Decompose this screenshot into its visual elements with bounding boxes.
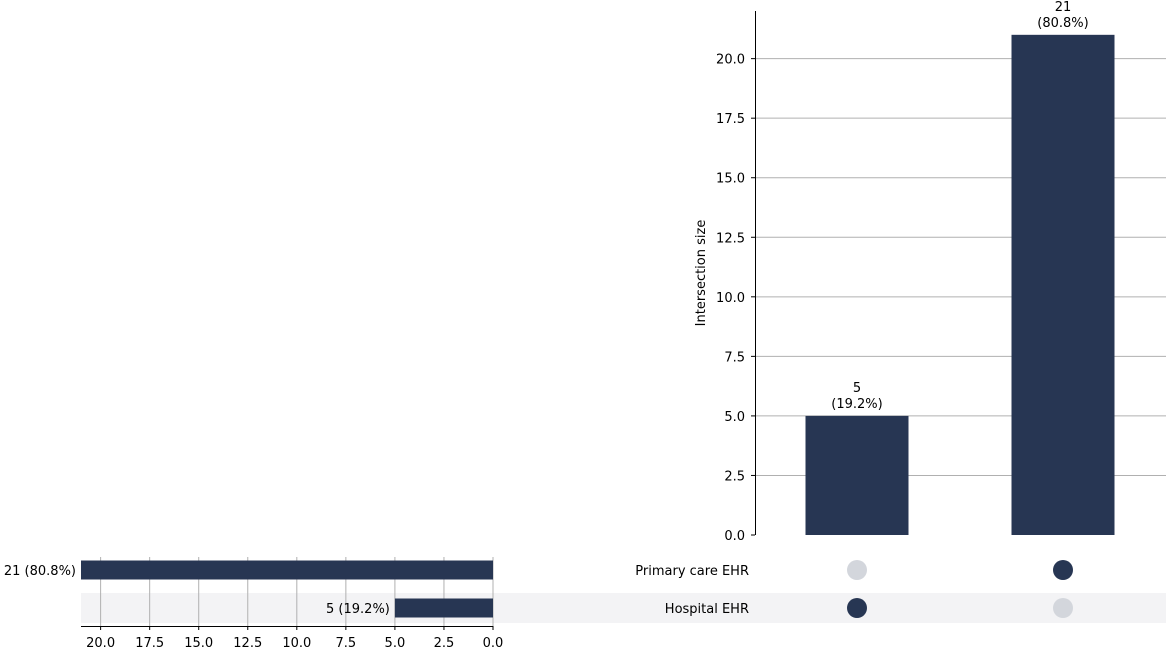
- member-dot-inactive: [847, 560, 867, 580]
- member-dot-inactive: [1053, 598, 1073, 618]
- intersection-tick-label: 12.5: [716, 231, 745, 246]
- intersection-tick-label: 7.5: [724, 350, 745, 365]
- set-row-shading: [81, 593, 1166, 623]
- intersection-y-axis: Intersection size 0.0 2.5 5.0 7.5 10.0 12.5 15…: [694, 11, 756, 544]
- membership-matrix: [847, 560, 1073, 618]
- set-size-tick-label: 7.5: [336, 636, 357, 650]
- set-size-label: 21 (80.8%): [4, 564, 76, 579]
- set-size-tick-label: 10.0: [282, 636, 311, 650]
- intersection-tick-label: 17.5: [716, 112, 745, 127]
- intersection-tick-label: 20.0: [716, 53, 745, 68]
- y-axis-label: Intersection size: [694, 220, 709, 327]
- intersection-count-label: 5: [853, 381, 861, 396]
- row-shade: [81, 593, 1166, 623]
- set-size-tick-label: 0.0: [483, 636, 504, 650]
- set-size-bar: [394, 598, 493, 618]
- intersection-bar: [805, 415, 909, 535]
- intersection-percent-label: (19.2%): [831, 397, 882, 412]
- member-dot-active: [1053, 560, 1073, 580]
- intersection-bars: 5(19.2%) 21(80.8%): [805, 0, 1115, 536]
- set-name-labels: Primary care EHR Hospital EHR: [635, 564, 749, 617]
- intersection-count-label: 21: [1055, 0, 1072, 15]
- intersection-tick-label: 15.0: [716, 172, 745, 187]
- member-dot-active: [847, 598, 867, 618]
- set-size-tick-label: 15.0: [184, 636, 213, 650]
- set-size-tick-label: 20.0: [86, 636, 115, 650]
- intersection-bar: [1011, 34, 1115, 536]
- set-size-tick-label: 2.5: [434, 636, 455, 650]
- set-size-bar: [81, 560, 493, 580]
- set-name-label: Primary care EHR: [635, 564, 749, 579]
- intersection-tick-label: 0.0: [724, 529, 745, 544]
- set-name-label: Hospital EHR: [665, 602, 749, 617]
- intersection-tick-label: 2.5: [724, 469, 745, 484]
- set-size-x-axis: 20.0 17.5 15.0 12.5 10.0 7.5 5.0 2.5 0.0: [81, 626, 503, 650]
- set-size-label: 5 (19.2%): [326, 602, 390, 617]
- intersection-tick-label: 5.0: [724, 410, 745, 425]
- set-size-tick-label: 17.5: [135, 636, 164, 650]
- intersection-percent-label: (80.8%): [1037, 16, 1088, 31]
- set-size-bars: 21 (80.8%) 5 (19.2%): [4, 560, 493, 618]
- intersection-tick-label: 10.0: [716, 291, 745, 306]
- set-size-tick-label: 5.0: [385, 636, 406, 650]
- set-size-tick-label: 12.5: [233, 636, 262, 650]
